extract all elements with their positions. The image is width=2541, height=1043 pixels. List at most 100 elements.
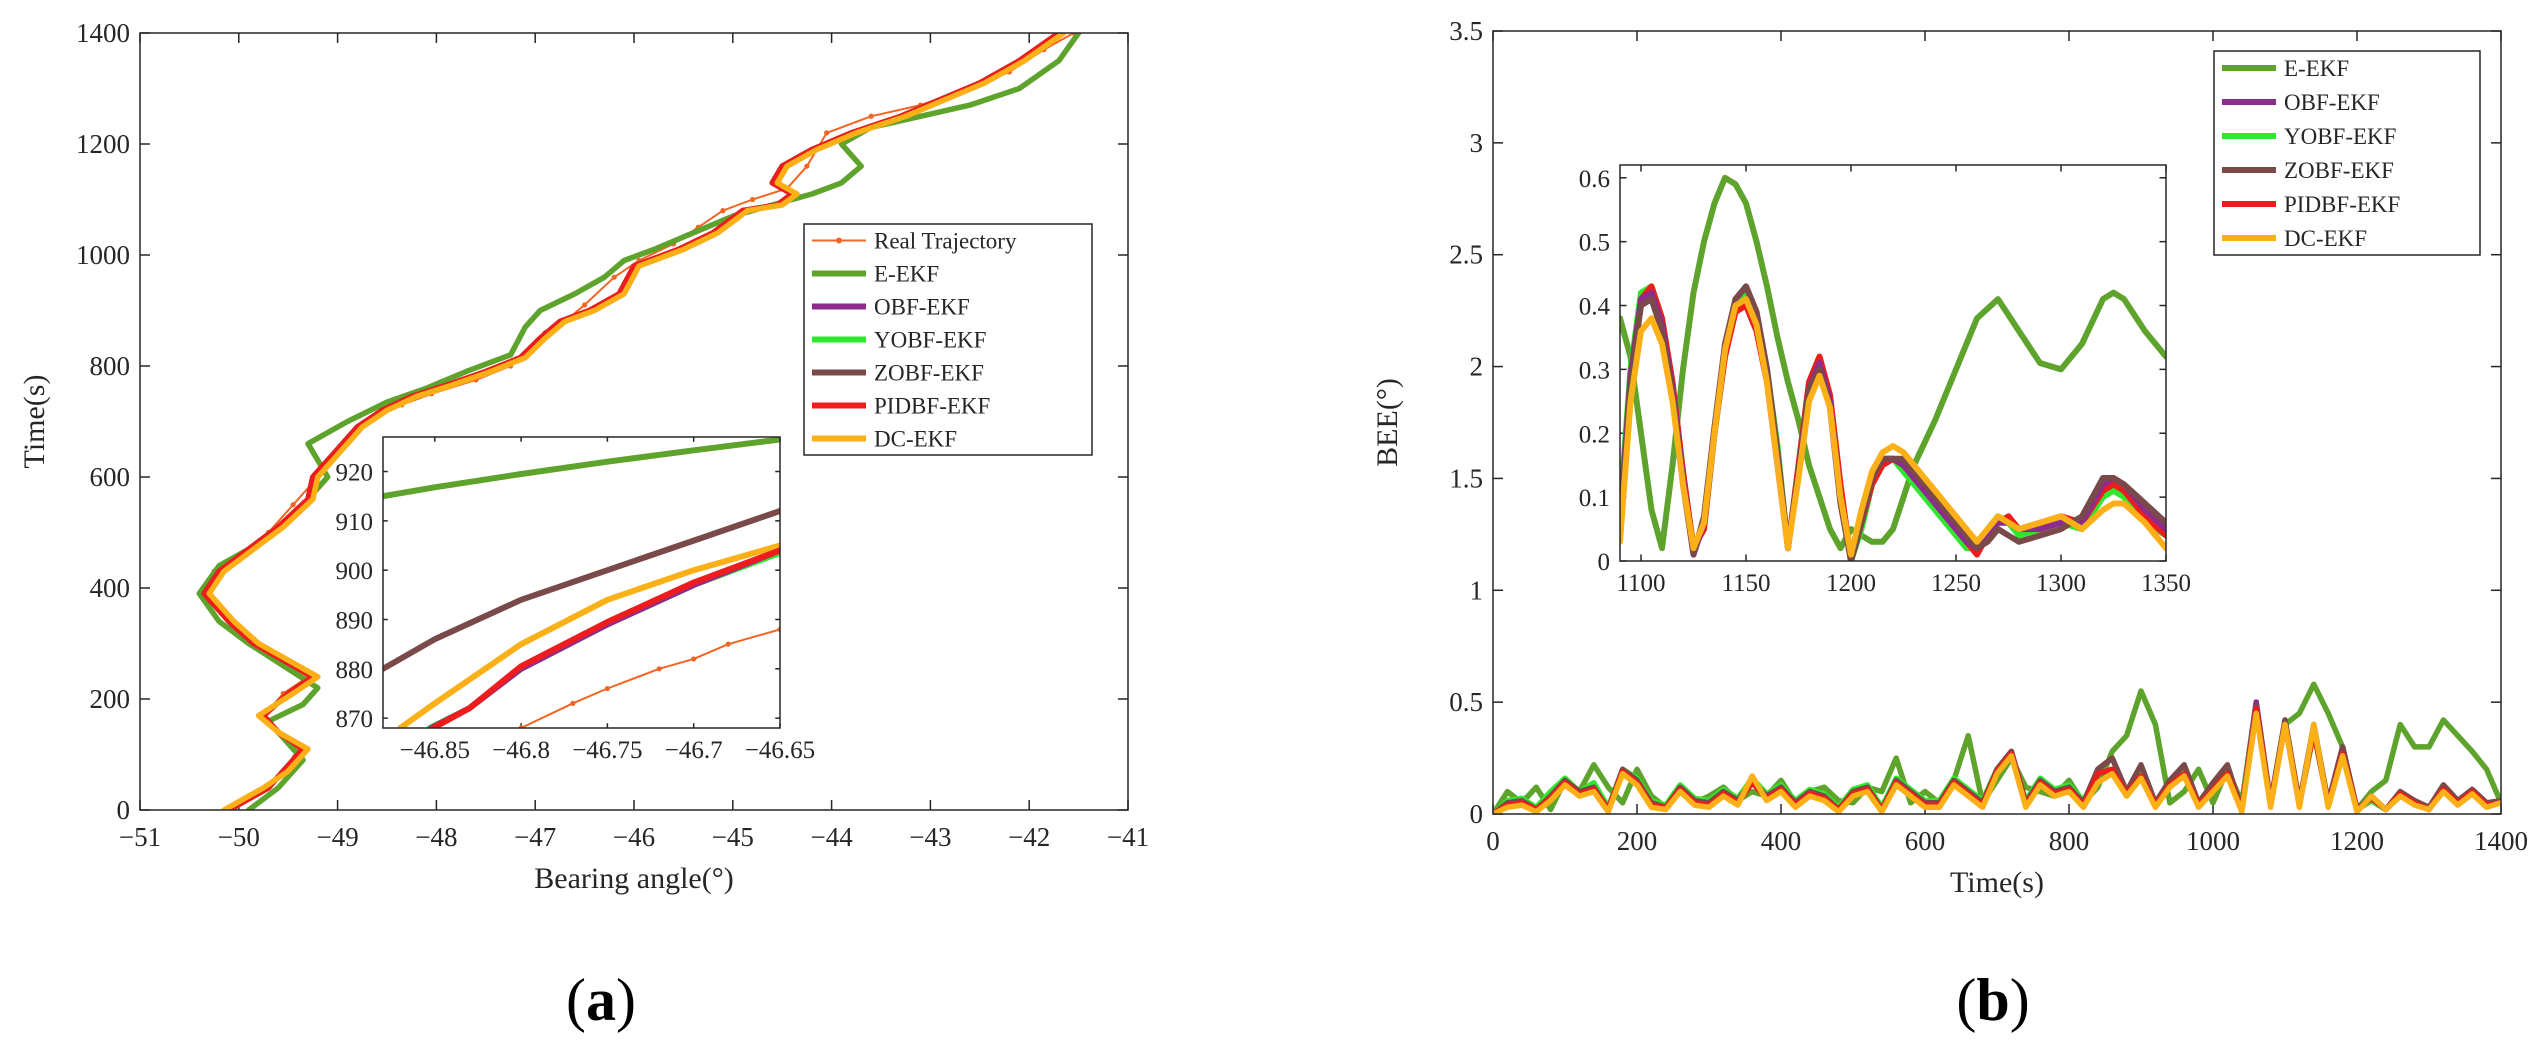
a-inset-point-real-trajectory bbox=[725, 641, 731, 647]
b-inset-x-tick-label: 1250 bbox=[1931, 570, 1981, 597]
a-inset-y-tick-label: 880 bbox=[336, 657, 374, 684]
a-x-tick-label: −50 bbox=[218, 822, 260, 852]
b-x-tick-label: 1200 bbox=[2330, 826, 2384, 856]
a-x-tick-label: −43 bbox=[909, 822, 951, 852]
a-legend-label-dc-ekf: DC-EKF bbox=[874, 427, 957, 452]
a-inset-point-real-trajectory bbox=[570, 700, 576, 706]
b-inset-x-tick-label: 1200 bbox=[1826, 570, 1876, 597]
a-legend-label-e-ekf: E-EKF bbox=[874, 262, 939, 287]
a-point-real-trajectory bbox=[804, 163, 810, 169]
a-inset-x-tick-label: −46.7 bbox=[665, 737, 723, 764]
b-y-tick-label: 1.5 bbox=[1449, 463, 1483, 493]
a-series-group bbox=[196, 33, 1082, 810]
a-y-tick-label: 1400 bbox=[76, 18, 130, 48]
a-y-tick-label: 600 bbox=[90, 462, 131, 492]
a-y-tick-label: 1000 bbox=[76, 240, 130, 270]
a-y-tick-label: 400 bbox=[90, 573, 131, 603]
panel-label-a: (a) bbox=[566, 967, 636, 1033]
b-inset-series-dc-ekf bbox=[1620, 296, 2166, 558]
b-y-tick-label: 0.5 bbox=[1449, 687, 1483, 717]
b-legend-label-dc-ekf: DC-EKF bbox=[2284, 226, 2367, 251]
b-inset-series-group bbox=[1620, 174, 2166, 561]
a-inset-y-tick-label: 870 bbox=[336, 706, 374, 733]
b-y-tick-label: 1 bbox=[1470, 575, 1484, 605]
a-x-axis-label: Bearing angle(°) bbox=[534, 862, 733, 895]
a-series-e-ekf bbox=[196, 33, 1082, 810]
b-inset-y-tick-label: 0.5 bbox=[1579, 230, 1610, 257]
b-inset-series-e-ekf bbox=[1620, 174, 2166, 552]
a-inset: −46.85 −46.8 −46.75 −46.7 −46.65 870 880 890 900… bbox=[336, 436, 815, 764]
a-legend-label-yobf-ekf: YOBF-EKF bbox=[874, 328, 986, 353]
a-inset-y-tick-label: 890 bbox=[336, 607, 374, 634]
a-legend-label-zobf-ekf: ZOBF-EKF bbox=[874, 361, 984, 386]
a-y-tick-label: 800 bbox=[90, 351, 131, 381]
b-inset-y-tick-label: 0.4 bbox=[1579, 294, 1611, 321]
b-y-tick-label: 3 bbox=[1470, 128, 1484, 158]
a-inset-point-real-trajectory bbox=[604, 685, 610, 692]
a-inset-x-tick-label: −46.65 bbox=[745, 737, 815, 764]
a-x-tick-label: −42 bbox=[1008, 822, 1050, 852]
b-inset-plot-area bbox=[1620, 165, 2166, 561]
a-inset-y-tick-label: 920 bbox=[336, 460, 374, 487]
b-legend-label-obf-ekf: OBF-EKF bbox=[2284, 90, 2380, 115]
chart-b: 0 200 400 600 800 1000 1200 1400 0 0.5 1 1.5 2 2.5 3 3.… bbox=[1371, 16, 2528, 899]
b-x-tick-label: 600 bbox=[1905, 826, 1946, 856]
a-point-real-trajectory bbox=[824, 130, 830, 136]
b-inset-x-tick-label: 1150 bbox=[1721, 570, 1770, 597]
a-legend-label-real-trajectory: Real Trajectory bbox=[874, 229, 1017, 254]
b-axes-frame bbox=[1492, 30, 2502, 815]
a-x-tick-label: −48 bbox=[415, 822, 457, 852]
b-y-tick-label: 0 bbox=[1470, 799, 1484, 829]
b-x-tick-label: 200 bbox=[1617, 826, 1658, 856]
a-x-tick-label: −47 bbox=[514, 822, 556, 852]
a-legend-marker-real-trajectory bbox=[836, 237, 842, 244]
a-inset-series-zobf-ekf bbox=[383, 508, 780, 672]
a-legend-label-obf-ekf: OBF-EKF bbox=[874, 295, 970, 320]
a-y-tick-label: 1200 bbox=[76, 129, 130, 159]
b-series-dc-ekf bbox=[1493, 710, 2501, 814]
a-point-real-trajectory bbox=[720, 208, 726, 214]
b-inset-y-tick-label: 0.3 bbox=[1579, 357, 1610, 384]
a-point-real-trajectory bbox=[749, 196, 756, 203]
b-x-tick-label: 1400 bbox=[2474, 826, 2528, 856]
a-axes-frame bbox=[139, 32, 1129, 811]
a-inset-point-real-trajectory bbox=[691, 656, 697, 662]
chart-a: −51 −50 −49 −48 −47 −46 −45 −44 −43 −42 −41 0 200 400… bbox=[18, 18, 1149, 895]
b-legend-label-yobf-ekf: YOBF-EKF bbox=[2284, 124, 2396, 149]
b-inset-y-tick-label: 0.6 bbox=[1579, 166, 1610, 193]
b-inset-x-tick-label: 1300 bbox=[2036, 570, 2086, 597]
a-legend-label-pidbf-ekf: PIDBF-EKF bbox=[874, 394, 990, 419]
b-x-tick-label: 800 bbox=[2049, 826, 2090, 856]
a-inset-x-tick-label: −46.8 bbox=[492, 737, 550, 764]
b-inset: 1100 1150 1200 1250 1300 1350 0 0.1 0.2 0.3 0.4 0.5… bbox=[1579, 164, 2191, 597]
b-x-tick-label: 400 bbox=[1761, 826, 1802, 856]
b-legend-label-pidbf-ekf: PIDBF-EKF bbox=[2284, 192, 2400, 217]
b-y-tick-label: 2.5 bbox=[1449, 240, 1483, 270]
a-x-tick-label: −46 bbox=[613, 822, 655, 852]
b-inset-x-tick-label: 1100 bbox=[1616, 570, 1665, 597]
a-point-real-trajectory bbox=[290, 502, 296, 508]
b-x-tick-label: 1000 bbox=[2186, 826, 2240, 856]
a-inset-series-pidbf-ekf bbox=[430, 547, 780, 728]
a-point-real-trajectory bbox=[868, 113, 874, 119]
a-point-real-trajectory bbox=[611, 274, 617, 280]
b-inset-y-tick-label: 0 bbox=[1598, 549, 1611, 576]
a-x-tick-label: −41 bbox=[1107, 822, 1149, 852]
b-legend-label-zobf-ekf: ZOBF-EKF bbox=[2284, 158, 2394, 183]
b-x-axis-label: Time(s) bbox=[1950, 866, 2044, 899]
a-inset-point-real-trajectory bbox=[656, 666, 662, 672]
a-point-real-trajectory bbox=[582, 302, 588, 308]
a-x-tick-label: −44 bbox=[810, 822, 853, 852]
b-inset-y-tick-label: 0.1 bbox=[1579, 485, 1610, 512]
a-inset-x-tick-label: −46.75 bbox=[572, 737, 642, 764]
a-y-tick-label: 0 bbox=[117, 795, 131, 825]
b-x-tick-label: 0 bbox=[1486, 826, 1500, 856]
b-inset-axes-frame bbox=[1619, 164, 2167, 562]
b-inset-x-tick-label: 1350 bbox=[2141, 570, 2191, 597]
b-legend-box bbox=[2213, 50, 2481, 256]
a-inset-plot-area bbox=[383, 437, 780, 728]
a-x-tick-label: −51 bbox=[119, 822, 161, 852]
a-inset-series-dc-ekf bbox=[397, 542, 780, 728]
b-series-group bbox=[1493, 681, 2501, 814]
